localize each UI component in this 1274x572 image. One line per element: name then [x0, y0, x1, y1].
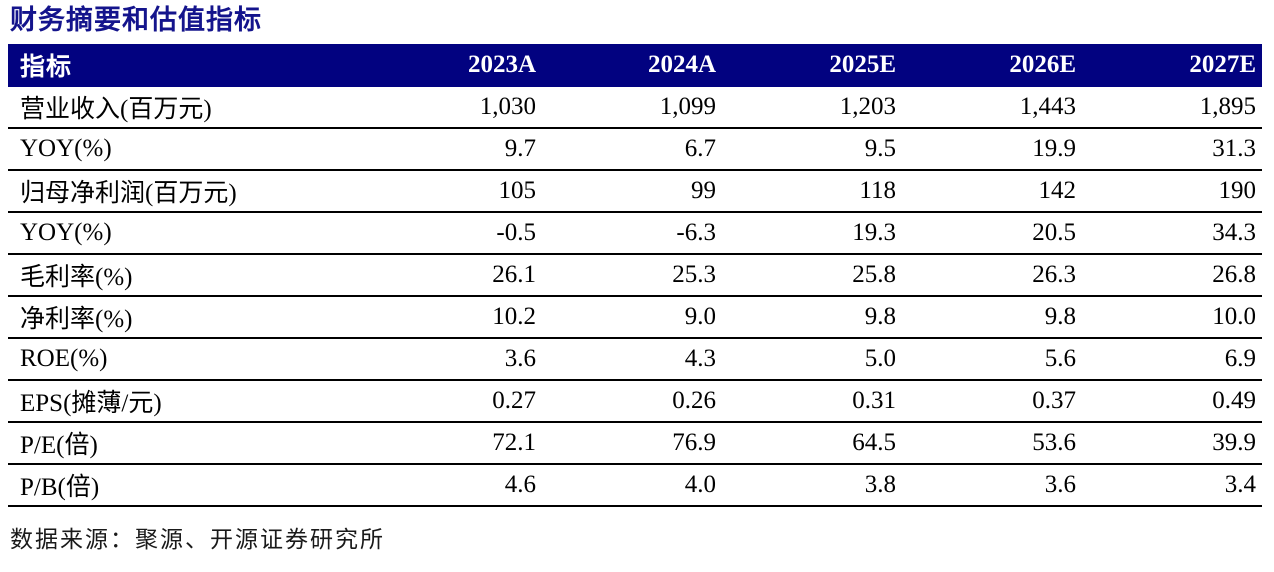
header-cell-metric: 指标: [8, 43, 362, 87]
row-label: P/B(倍): [8, 463, 362, 507]
cell-value: -6.3: [542, 211, 722, 255]
table-row-revenue-yoy: YOY(%) 9.7 6.7 9.5 19.9 31.3: [8, 127, 1262, 171]
cell-value: 0.31: [722, 379, 902, 423]
row-label: ROE(%): [8, 337, 362, 381]
cell-value: 1,203: [722, 86, 902, 129]
cell-value: 1,443: [902, 86, 1082, 129]
table-row-net-profit-yoy: YOY(%) -0.5 -6.3 19.3 20.5 34.3: [8, 211, 1262, 255]
cell-value: 0.49: [1082, 379, 1262, 423]
cell-value: 0.37: [902, 379, 1082, 423]
row-label: 营业收入(百万元): [8, 86, 362, 129]
financial-summary-table: 指标 2023A 2024A 2025E 2026E 2027E 营业收入(百万…: [8, 43, 1262, 507]
row-label: YOY(%): [8, 211, 362, 255]
cell-value: 25.3: [542, 253, 722, 297]
row-label: 净利率(%): [8, 295, 362, 339]
cell-value: 1,099: [542, 86, 722, 129]
data-source-note: 数据来源：聚源、开源证券研究所: [10, 526, 385, 552]
cell-value: 3.6: [362, 337, 542, 381]
cell-value: 26.8: [1082, 253, 1262, 297]
cell-value: 9.8: [902, 295, 1082, 339]
cell-value: 4.6: [362, 463, 542, 507]
cell-value: 9.8: [722, 295, 902, 339]
cell-value: 190: [1082, 169, 1262, 213]
cell-value: 99: [542, 169, 722, 213]
cell-value: 9.5: [722, 127, 902, 171]
row-label: EPS(摊薄/元): [8, 379, 362, 423]
cell-value: 4.3: [542, 337, 722, 381]
cell-value: 9.0: [542, 295, 722, 339]
row-label: YOY(%): [8, 127, 362, 171]
cell-value: 105: [362, 169, 542, 213]
cell-value: -0.5: [362, 211, 542, 255]
header-cell-2025e: 2025E: [722, 43, 902, 87]
cell-value: 76.9: [542, 421, 722, 465]
cell-value: 118: [722, 169, 902, 213]
cell-value: 4.0: [542, 463, 722, 507]
cell-value: 31.3: [1082, 127, 1262, 171]
cell-value: 19.3: [722, 211, 902, 255]
table-row-net-margin: 净利率(%) 10.2 9.0 9.8 9.8 10.0: [8, 295, 1262, 339]
cell-value: 0.27: [362, 379, 542, 423]
cell-value: 1,030: [362, 86, 542, 129]
header-cell-2023a: 2023A: [362, 43, 542, 87]
row-label: P/E(倍): [8, 421, 362, 465]
cell-value: 6.7: [542, 127, 722, 171]
cell-value: 64.5: [722, 421, 902, 465]
cell-value: 0.26: [542, 379, 722, 423]
table-row-roe: ROE(%) 3.6 4.3 5.0 5.6 6.9: [8, 337, 1262, 381]
table-header-row: 指标 2023A 2024A 2025E 2026E 2027E: [8, 43, 1262, 87]
cell-value: 10.2: [362, 295, 542, 339]
cell-value: 19.9: [902, 127, 1082, 171]
header-cell-2027e: 2027E: [1082, 43, 1262, 87]
cell-value: 3.4: [1082, 463, 1262, 507]
cell-value: 34.3: [1082, 211, 1262, 255]
row-label: 毛利率(%): [8, 253, 362, 297]
cell-value: 5.6: [902, 337, 1082, 381]
cell-value: 26.1: [362, 253, 542, 297]
cell-value: 3.8: [722, 463, 902, 507]
cell-value: 9.7: [362, 127, 542, 171]
cell-value: 53.6: [902, 421, 1082, 465]
cell-value: 26.3: [902, 253, 1082, 297]
table-row-eps: EPS(摊薄/元) 0.27 0.26 0.31 0.37 0.49: [8, 379, 1262, 423]
table-row-revenue: 营业收入(百万元) 1,030 1,099 1,203 1,443 1,895: [8, 86, 1262, 129]
table-row-gross-margin: 毛利率(%) 26.1 25.3 25.8 26.3 26.8: [8, 253, 1262, 297]
table-row-net-profit: 归母净利润(百万元) 105 99 118 142 190: [8, 169, 1262, 213]
cell-value: 39.9: [1082, 421, 1262, 465]
table-row-pe: P/E(倍) 72.1 76.9 64.5 53.6 39.9: [8, 421, 1262, 465]
header-cell-2024a: 2024A: [542, 43, 722, 87]
row-label: 归母净利润(百万元): [8, 169, 362, 213]
page-title: 财务摘要和估值指标: [10, 5, 262, 35]
header-cell-2026e: 2026E: [902, 43, 1082, 87]
table-row-pb: P/B(倍) 4.6 4.0 3.8 3.6 3.4: [8, 463, 1262, 507]
cell-value: 1,895: [1082, 86, 1262, 129]
cell-value: 25.8: [722, 253, 902, 297]
cell-value: 3.6: [902, 463, 1082, 507]
cell-value: 142: [902, 169, 1082, 213]
cell-value: 72.1: [362, 421, 542, 465]
cell-value: 10.0: [1082, 295, 1262, 339]
cell-value: 5.0: [722, 337, 902, 381]
cell-value: 6.9: [1082, 337, 1262, 381]
cell-value: 20.5: [902, 211, 1082, 255]
